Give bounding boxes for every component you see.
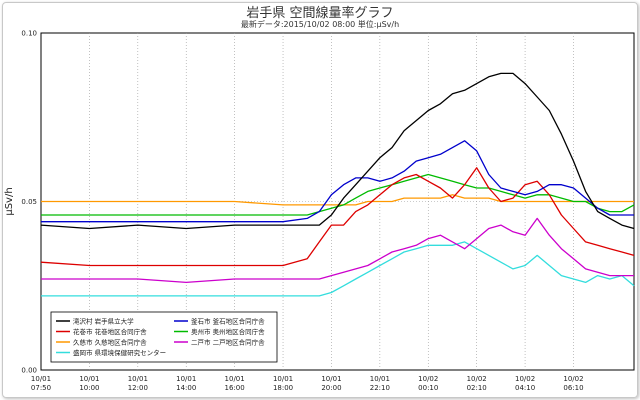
series-line-green — [41, 173, 635, 216]
series-line-cyan — [41, 241, 635, 297]
legend-label-green: 奥州市 奥州地区合同庁舎 — [191, 327, 265, 336]
x-tick-label: 10/01 10:00 — [79, 375, 99, 392]
chart-title: 岩手県 空間線量率グラフ — [246, 6, 394, 21]
x-tick-label: 10/02 02:10 — [467, 375, 487, 392]
series-line-blue — [41, 140, 634, 223]
x-tick-label: 10/01 14:00 — [176, 375, 196, 392]
y-axis-label: μSv/h — [4, 187, 15, 215]
x-tick-label: 10/01 20:00 — [321, 375, 341, 392]
y-tick-label: 0.00 — [21, 367, 37, 375]
x-tick-label: 10/01 18:00 — [273, 375, 293, 392]
series-line-orange — [41, 194, 634, 206]
legend-label-cyan: 盛岡市 県環境保健研究センター — [73, 348, 166, 357]
chart-subtitle: 最新データ:2015/10/02 08:00 単位:μSv/h — [240, 20, 400, 29]
x-tick-label: 10/01 16:00 — [225, 375, 245, 392]
legend-label-blue: 釜石市 釜石地区合同庁舎 — [191, 316, 265, 325]
y-tick-label: 0.10 — [21, 30, 37, 38]
x-tick-label: 10/01 07:50 — [31, 375, 51, 392]
legend-label-orange: 久慈市 久慈地区合同庁舎 — [73, 337, 147, 346]
x-tick-label: 10/01 12:00 — [128, 375, 148, 392]
legend-label-magenta: 二戸市 二戸地区合同庁舎 — [191, 337, 265, 346]
series-line-black — [40, 72, 635, 230]
y-tick-label: 0.05 — [21, 198, 37, 206]
x-tick-label: 10/02 04:10 — [515, 375, 535, 392]
legend — [50, 311, 278, 363]
x-tick-label: 10/02 06:10 — [563, 375, 583, 392]
legend-label-black: 滝沢村 岩手県立大学 — [73, 316, 134, 325]
x-tick-label: 10/01 22:10 — [370, 375, 390, 392]
series-line-red — [40, 167, 635, 267]
legend-label-red: 花巻市 花巻地区合同庁舎 — [73, 327, 147, 336]
x-tick-label: 10/02 00:10 — [418, 375, 438, 392]
series-line-magenta — [41, 217, 634, 284]
